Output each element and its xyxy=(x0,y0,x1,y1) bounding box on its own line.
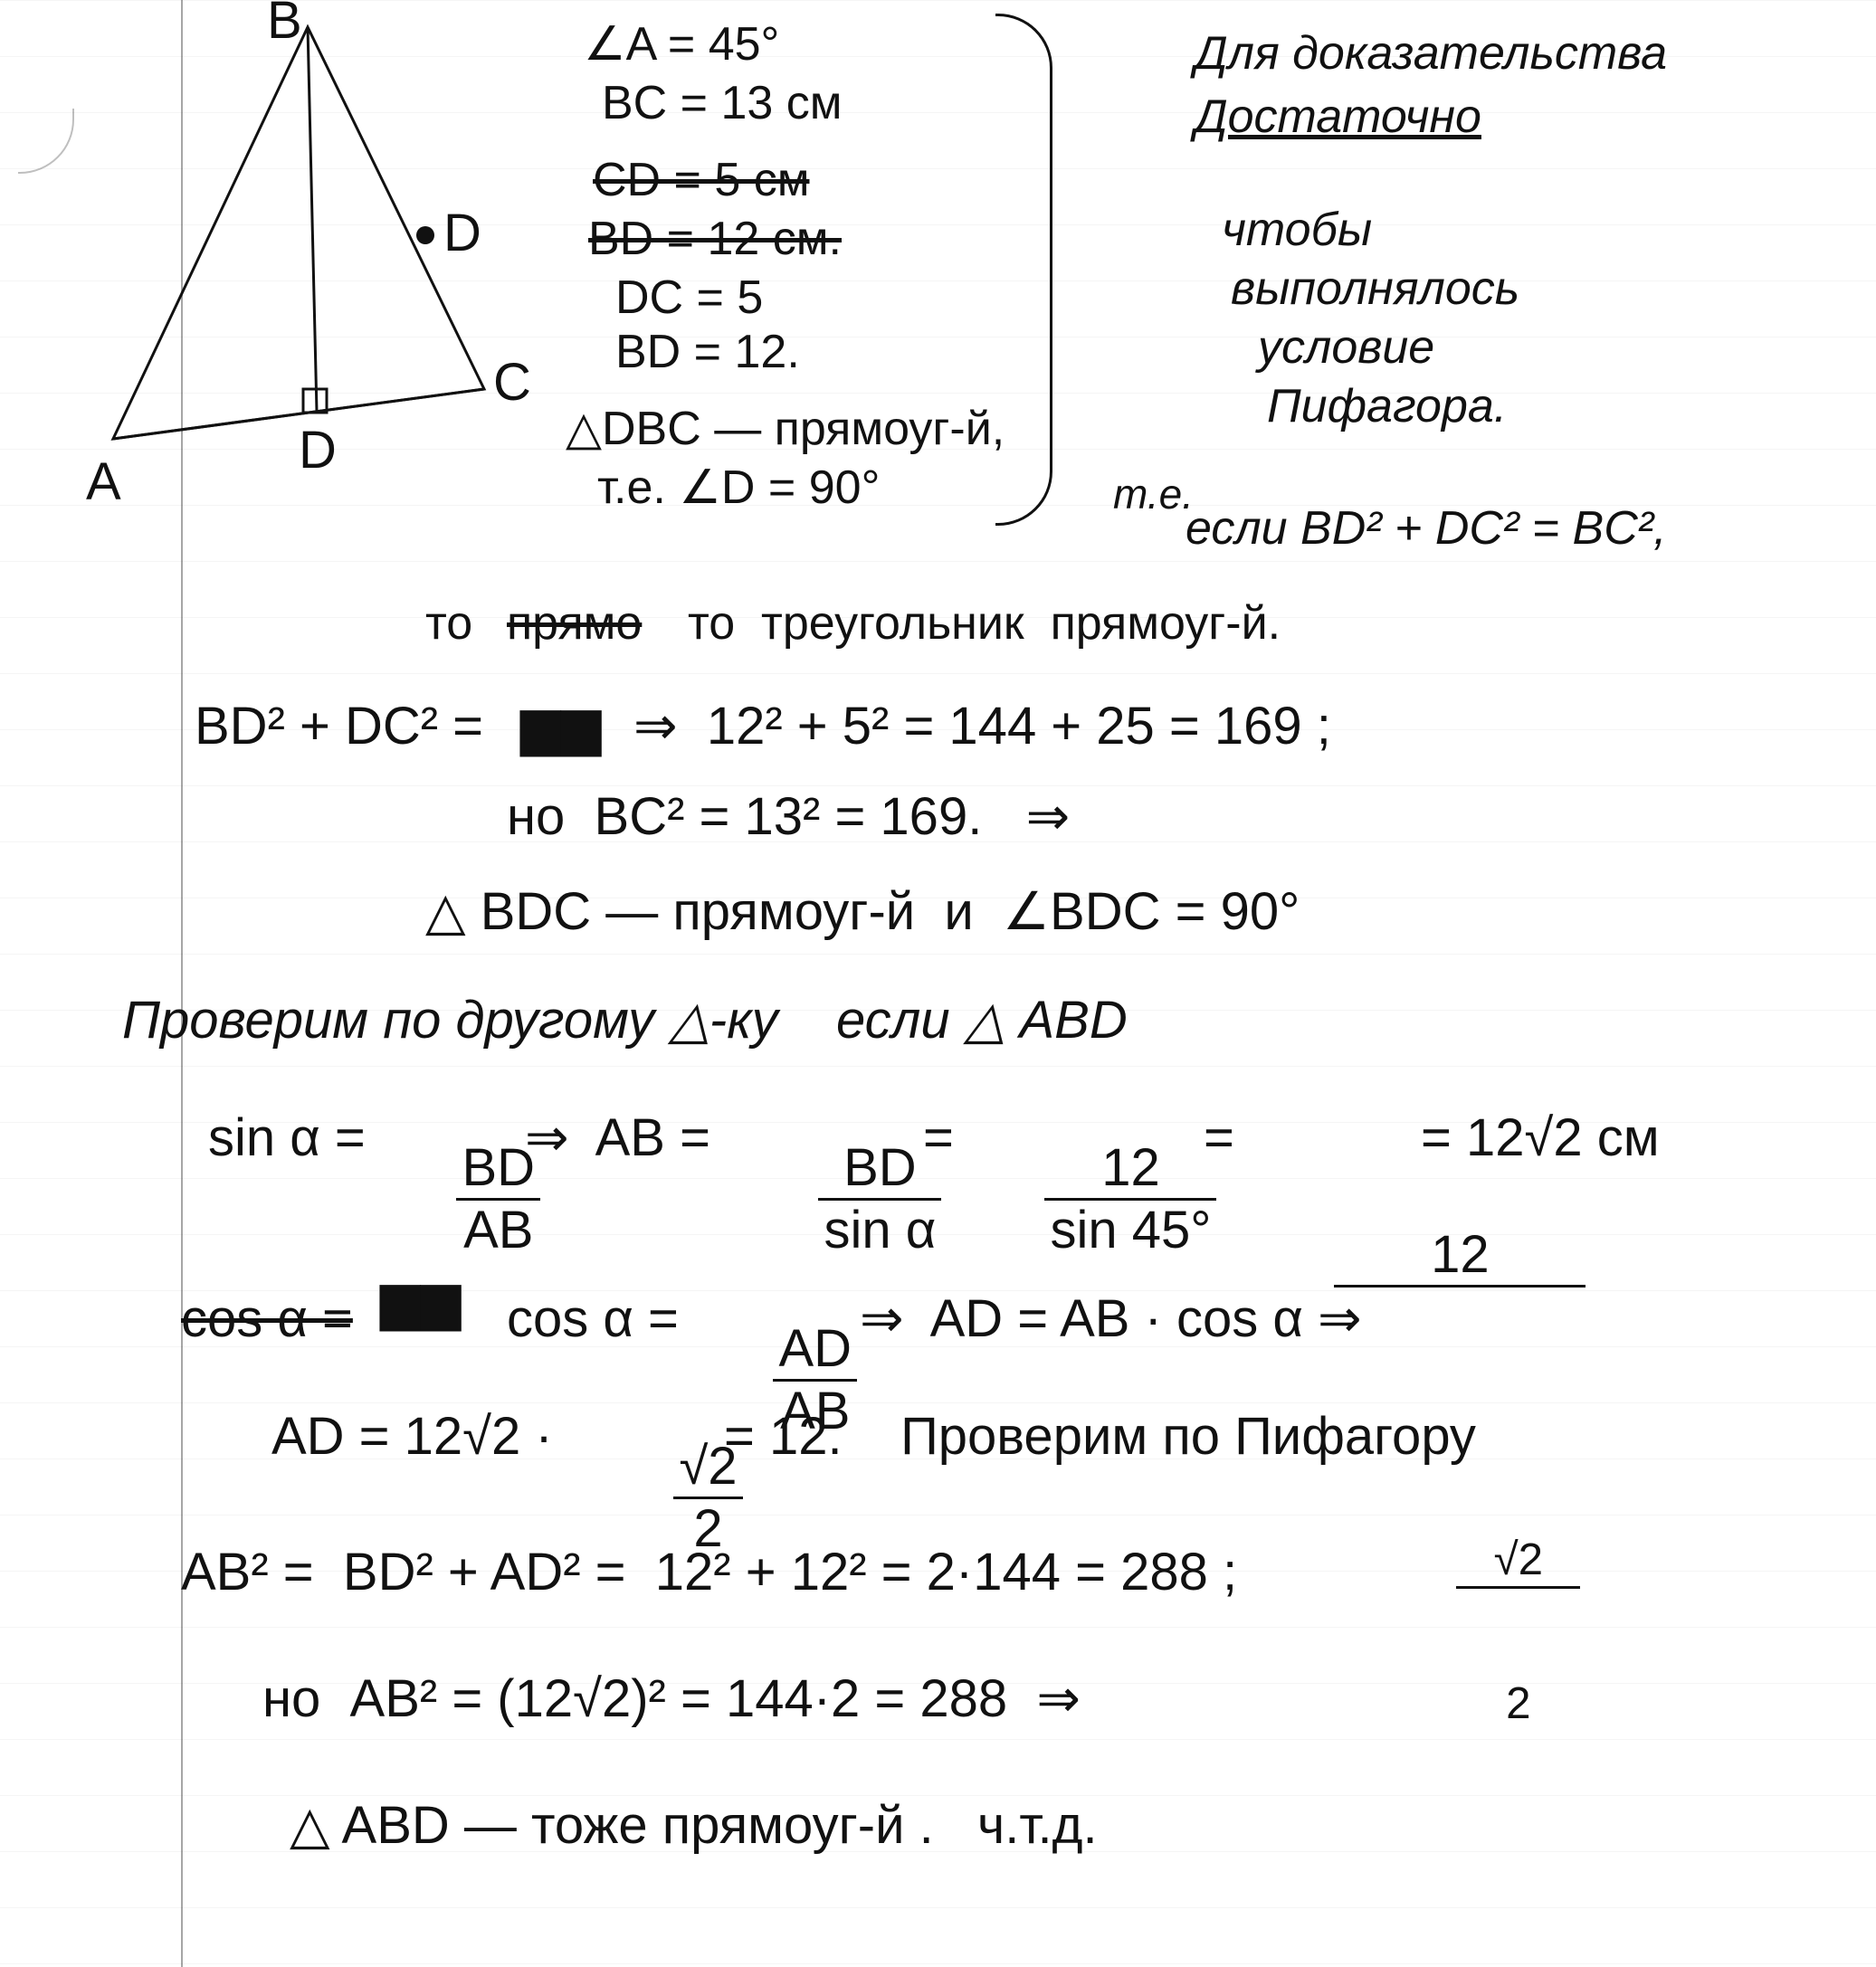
body-b7-strike: cos α = xyxy=(181,1289,353,1350)
page: A B C D D ∠A = 45° BC = 13 см CD = 5 см … xyxy=(0,0,1876,1967)
note-l2: Достаточно xyxy=(1195,90,1481,145)
label-C: C xyxy=(493,353,531,413)
body-b6-eq1: = xyxy=(923,1108,954,1169)
given-struck-1: CD = 5 см xyxy=(593,154,809,208)
body-b6-eq2: = xyxy=(1204,1108,1234,1169)
frac-den: sin 45° xyxy=(1044,1201,1216,1257)
body-b1-strike: прямо xyxy=(507,597,642,651)
label-A: A xyxy=(86,452,121,513)
body-b2b: ⇒ 12² + 5² = 144 + 25 = 169 ; xyxy=(633,697,1331,757)
body-b4: △ BDC — прямоуг-й и ∠BDC = 90° xyxy=(425,882,1300,943)
label-D-base: D xyxy=(299,421,337,481)
frac-den: sin α xyxy=(818,1201,941,1257)
note-l1: Для доказательства xyxy=(1195,27,1667,81)
label-D-side: D xyxy=(443,204,481,264)
note-l6: Пифагора. xyxy=(1267,380,1507,434)
body-b5: Проверим по другому △-ку если △ ABD xyxy=(122,991,1128,1051)
note-l3: чтобы xyxy=(1222,204,1372,258)
body-b6-f4: 12 √2 2 xyxy=(1276,1063,1586,1967)
given-note2: т.е. ∠D = 90° xyxy=(597,461,880,516)
given-struck-2: BD = 12 см. xyxy=(588,213,842,267)
body-b1-prefix: то xyxy=(425,597,472,651)
body-b11: △ ABD — тоже прямоуг-й . ч.т.д. xyxy=(290,1796,1098,1857)
body-b2a: BD² + DC² = xyxy=(195,697,483,757)
body-b2scratch: ▆▆ xyxy=(520,697,601,757)
body-b3: но BC² = 13² = 169. ⇒ xyxy=(507,787,1070,848)
body-b10: но AB² = (12√2)² = 144·2 = 288 ⇒ xyxy=(262,1669,1081,1730)
body-b1: то треугольник прямоуг-й. xyxy=(688,597,1281,651)
note-l5: условие xyxy=(1258,321,1434,375)
frac-num: √2 xyxy=(1456,1537,1580,1588)
given-BC: BC = 13 см xyxy=(602,77,843,131)
body-b8b: = 12. Проверим по Пифагору xyxy=(724,1407,1476,1468)
body-b7-scratch: ▆▆ xyxy=(380,1271,461,1332)
body-b6-tail: = 12√2 см xyxy=(1421,1108,1660,1169)
body-b9: AB² = BD² + AD² = 12² + 12² = 2·144 = 28… xyxy=(181,1543,1237,1603)
given-BD: BD = 12. xyxy=(615,326,800,380)
body-b7a: cos α = xyxy=(507,1289,679,1350)
frac-num: AD xyxy=(773,1323,857,1382)
note-l8: если BD² + DC² = BC², xyxy=(1186,502,1667,556)
given-note1: △DBC — прямоуг-й, xyxy=(566,403,1005,457)
body-b8a: AD = 12√2 · xyxy=(271,1407,553,1468)
body-b6-f3: 12sin 45° xyxy=(986,1081,1216,1316)
body-b6-mid: ⇒ AB = xyxy=(525,1108,710,1169)
given-brace xyxy=(995,14,1052,526)
body-b7b: ⇒ AD = AB · cos α ⇒ xyxy=(860,1289,1362,1350)
label-B: B xyxy=(267,0,302,52)
frac-den: 2 xyxy=(1456,1677,1580,1725)
frac-num: 12 xyxy=(1044,1142,1216,1201)
given-angle-A: ∠A = 45° xyxy=(584,18,779,72)
note-l4: выполнялось xyxy=(1231,262,1519,317)
note-l7: т.е. xyxy=(1113,470,1194,518)
given-DC: DC = 5 xyxy=(615,271,763,326)
frac-num: 12 xyxy=(1334,1229,1586,1288)
frac-den: AB xyxy=(456,1201,540,1257)
body-b6-lead: sin α = xyxy=(208,1108,366,1169)
